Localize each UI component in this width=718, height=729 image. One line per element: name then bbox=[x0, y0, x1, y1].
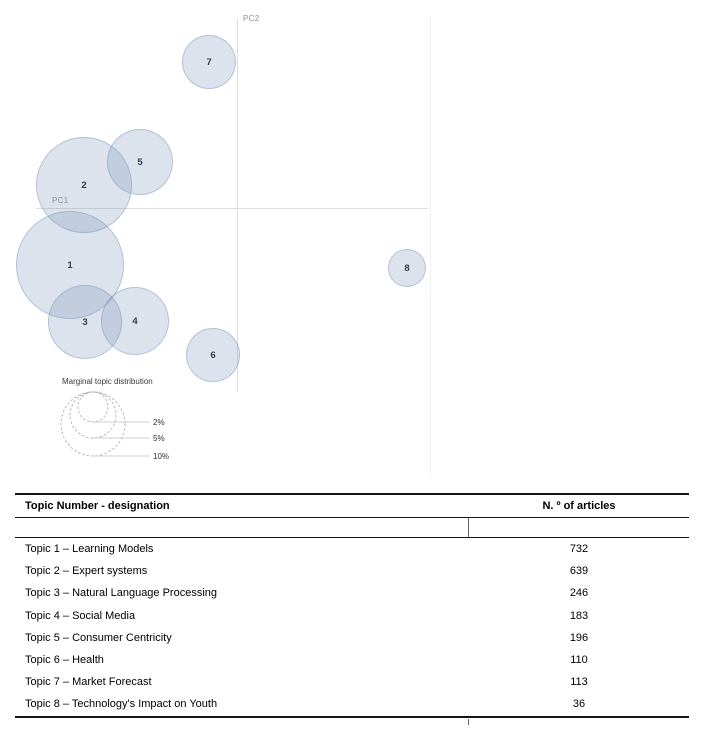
topic-bubble-4: 4 bbox=[101, 287, 169, 355]
column-header-articles: N. º of articles bbox=[542, 500, 616, 512]
column-divider-tick bbox=[468, 518, 469, 537]
legend-circle bbox=[60, 391, 126, 457]
legend-circle bbox=[69, 391, 117, 439]
table-row: Topic 1 – Learning Models 732 bbox=[15, 538, 689, 560]
topic-bubble-8: 8 bbox=[388, 249, 426, 287]
topic-bubble-number: 6 bbox=[210, 349, 216, 361]
article-count: 196 bbox=[569, 631, 589, 644]
article-count: 110 bbox=[570, 654, 588, 667]
marginal-distribution-legend: Marginal topic distribution 2% 5% 10% bbox=[55, 376, 235, 476]
topic-bubble-number: 5 bbox=[137, 156, 143, 168]
legend-size-label: 10% bbox=[153, 452, 169, 461]
legend-circle bbox=[77, 391, 109, 423]
topics-table: Topic Number - designation N. º of artic… bbox=[15, 493, 689, 725]
topic-designation: Topic 5 – Consumer Centricity bbox=[25, 631, 172, 644]
table-row: Topic 7 – Market Forecast 113 bbox=[15, 671, 689, 693]
column-divider-tick-bottom bbox=[468, 719, 469, 725]
topic-bubble-number: 1 bbox=[67, 259, 73, 271]
topic-bubble-number: 4 bbox=[132, 315, 138, 327]
topic-designation: Topic 4 – Social Media bbox=[25, 609, 136, 622]
topic-designation: Topic 3 – Natural Language Processing bbox=[25, 587, 218, 600]
y-axis-line bbox=[237, 18, 238, 392]
table-row: Topic 3 – Natural Language Processing 246 bbox=[15, 582, 689, 604]
article-count: 639 bbox=[569, 565, 589, 578]
article-count: 732 bbox=[569, 543, 589, 556]
topic-bubble-number: 8 bbox=[404, 262, 410, 274]
article-count: 113 bbox=[570, 676, 588, 689]
column-header-designation: Topic Number - designation bbox=[25, 500, 170, 512]
table-row: Topic 8 – Technology's Impact on Youth 36 bbox=[15, 693, 689, 715]
table-header-row: Topic Number - designation N. º of artic… bbox=[15, 495, 689, 518]
topic-bubble-number: 7 bbox=[206, 56, 212, 68]
topic-bubble-5: 5 bbox=[107, 129, 173, 195]
topic-designation: Topic 1 – Learning Models bbox=[25, 543, 154, 556]
y-axis-label: PC2 bbox=[243, 14, 260, 23]
x-axis-line bbox=[36, 208, 428, 209]
topic-bubble-number: 3 bbox=[82, 316, 88, 328]
legend-size-circles: 2% 5% 10% bbox=[60, 391, 169, 461]
topic-designation: Topic 8 – Technology's Impact on Youth bbox=[25, 698, 218, 711]
topic-bubble-6: 6 bbox=[186, 328, 240, 382]
legend-title: Marginal topic distribution bbox=[62, 377, 153, 386]
legend-size-label: 5% bbox=[153, 434, 165, 443]
article-count: 246 bbox=[569, 587, 589, 600]
topic-bubble-7: 7 bbox=[182, 35, 236, 89]
header-body-gap bbox=[15, 518, 689, 537]
table-body: Topic 1 – Learning Models 732 Topic 2 – Ex… bbox=[15, 537, 689, 718]
table-row: Topic 2 – Expert systems 639 bbox=[15, 560, 689, 582]
table-row: Topic 4 – Social Media 183 bbox=[15, 605, 689, 627]
plot-right-edge bbox=[430, 15, 431, 477]
topic-designation: Topic 2 – Expert systems bbox=[25, 565, 148, 578]
topic-designation: Topic 6 – Health bbox=[25, 654, 104, 667]
table-row: Topic 6 – Health 110 bbox=[15, 649, 689, 671]
article-count: 183 bbox=[569, 609, 589, 622]
article-count: 36 bbox=[572, 698, 586, 711]
legend-size-label: 2% bbox=[153, 418, 165, 427]
topic-bubble-number: 2 bbox=[81, 179, 87, 191]
table-row: Topic 5 – Consumer Centricity 196 bbox=[15, 627, 689, 649]
topic-designation: Topic 7 – Market Forecast bbox=[25, 676, 152, 689]
